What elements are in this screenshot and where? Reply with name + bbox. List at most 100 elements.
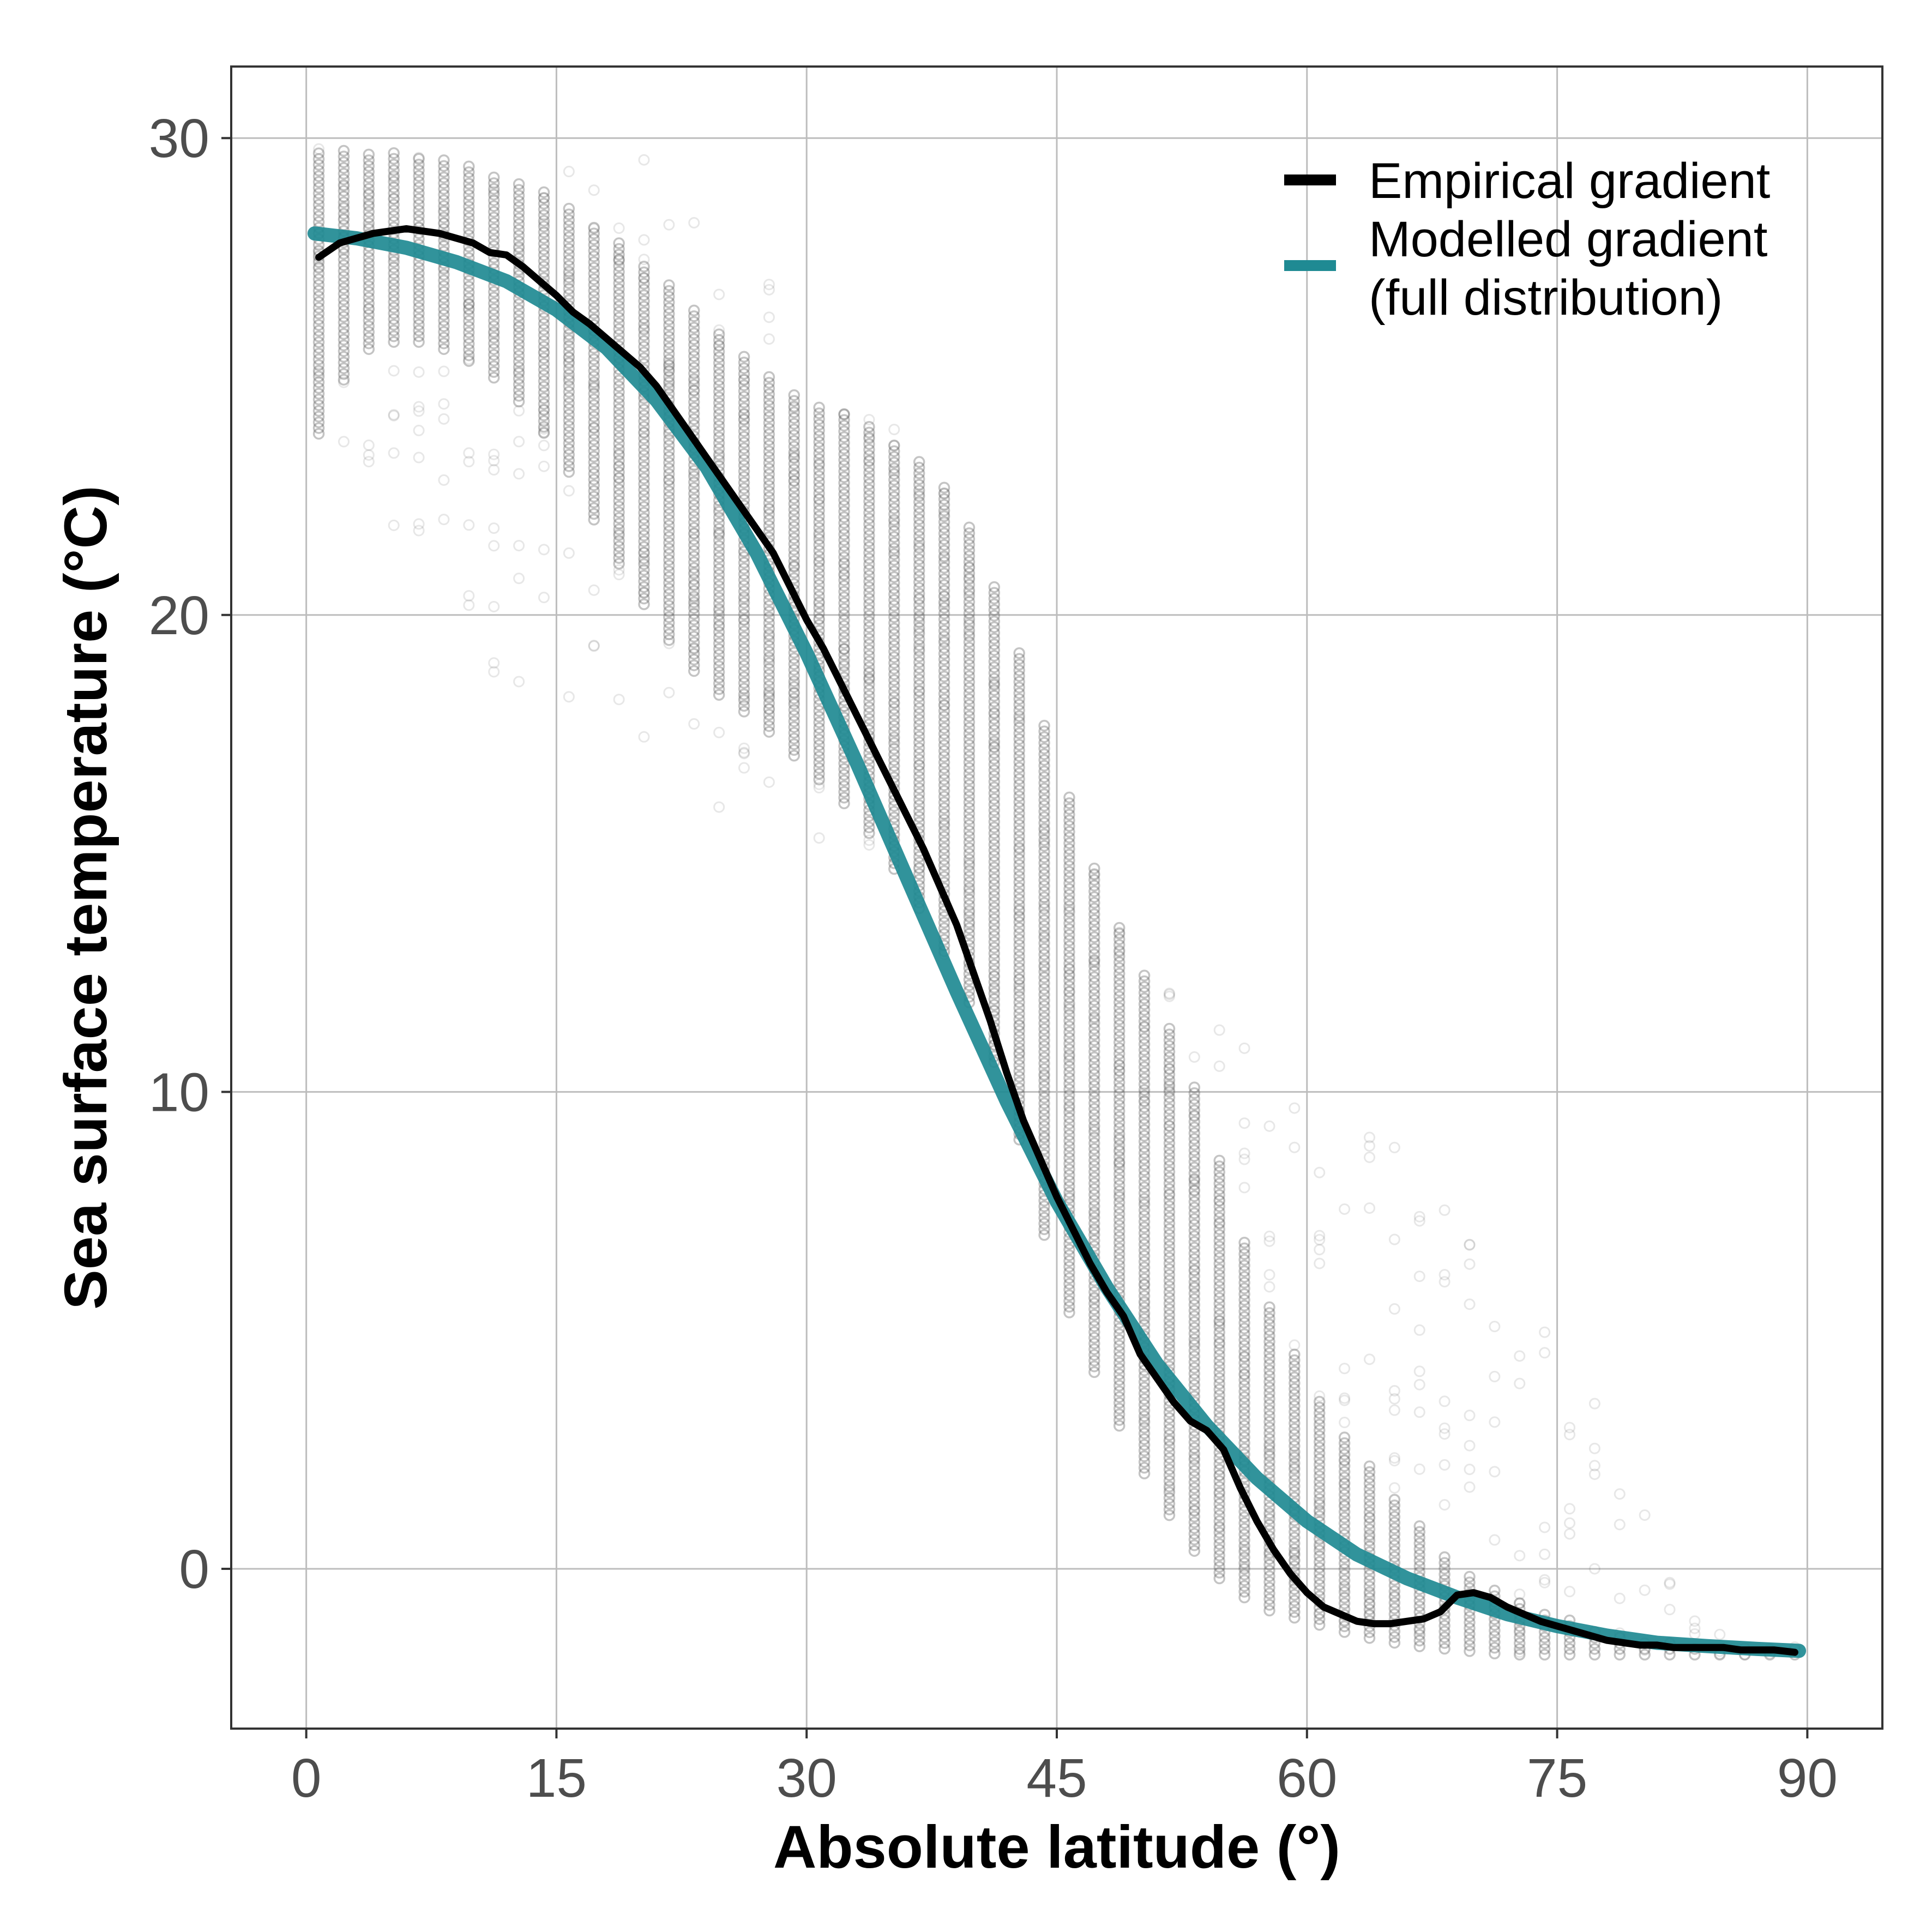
data-point bbox=[963, 899, 976, 911]
data-point bbox=[588, 411, 600, 423]
data-point bbox=[988, 982, 1001, 994]
data-point bbox=[938, 499, 950, 511]
data-point bbox=[1213, 1332, 1225, 1344]
data-point bbox=[1289, 1611, 1301, 1624]
data-point bbox=[813, 510, 825, 522]
data-point bbox=[1013, 864, 1025, 877]
data-point bbox=[1263, 1370, 1275, 1382]
data-point bbox=[988, 724, 1001, 736]
data-point bbox=[1289, 1423, 1301, 1435]
data-point bbox=[738, 574, 750, 586]
data-point bbox=[913, 782, 925, 795]
data-point bbox=[1038, 783, 1050, 795]
data-point bbox=[988, 676, 1000, 688]
data-point bbox=[1088, 983, 1100, 995]
data-point bbox=[363, 274, 375, 287]
data-point bbox=[1213, 1526, 1225, 1539]
data-point bbox=[338, 248, 350, 260]
data-point bbox=[1538, 1632, 1551, 1644]
data-point bbox=[1363, 1472, 1376, 1484]
data-point bbox=[1088, 1103, 1100, 1115]
data-point bbox=[988, 850, 1001, 862]
data-point bbox=[738, 671, 750, 683]
data-point bbox=[813, 773, 825, 786]
data-point bbox=[363, 183, 375, 195]
data-point bbox=[363, 212, 375, 224]
data-point bbox=[1138, 1284, 1151, 1296]
data-point bbox=[913, 754, 925, 766]
data-point bbox=[1013, 905, 1025, 917]
data-point bbox=[838, 631, 850, 643]
data-point bbox=[988, 604, 1001, 616]
data-point bbox=[938, 585, 950, 597]
data-point bbox=[1439, 1562, 1450, 1575]
data-point bbox=[1188, 1150, 1201, 1162]
data-point bbox=[613, 495, 625, 507]
data-point bbox=[1263, 1513, 1275, 1525]
data-point bbox=[513, 310, 525, 322]
data-point bbox=[1263, 1450, 1275, 1462]
data-point bbox=[1188, 1190, 1201, 1202]
data-point bbox=[1213, 1286, 1225, 1298]
data-point bbox=[1063, 985, 1075, 997]
data-point bbox=[1238, 1568, 1250, 1581]
data-point bbox=[588, 468, 600, 480]
data-point bbox=[863, 449, 875, 461]
data-point bbox=[1213, 1309, 1225, 1321]
data-point bbox=[888, 525, 900, 538]
data-point bbox=[988, 798, 1001, 811]
data-point bbox=[688, 419, 700, 431]
data-point bbox=[763, 411, 775, 423]
data-point bbox=[1213, 1297, 1225, 1310]
data-point bbox=[1088, 1091, 1100, 1104]
data-point bbox=[413, 313, 425, 325]
data-point bbox=[1338, 1592, 1351, 1604]
data-point bbox=[1063, 1112, 1075, 1124]
data-point bbox=[838, 569, 850, 581]
data-point bbox=[688, 556, 700, 568]
data-point bbox=[613, 460, 625, 473]
data-point bbox=[1213, 1235, 1225, 1247]
data-point bbox=[913, 673, 925, 685]
data-point bbox=[613, 501, 625, 513]
data-point bbox=[312, 393, 325, 406]
data-point bbox=[1063, 929, 1075, 941]
data-point bbox=[1163, 1084, 1175, 1096]
data-point bbox=[1088, 1200, 1100, 1212]
data-point bbox=[513, 676, 525, 688]
data-point bbox=[1163, 1435, 1176, 1447]
data-point bbox=[863, 638, 875, 651]
data-point bbox=[963, 601, 976, 613]
data-point bbox=[1289, 1394, 1301, 1406]
data-point bbox=[338, 259, 350, 272]
data-point bbox=[1338, 1626, 1351, 1638]
data-point bbox=[487, 212, 500, 224]
data-point bbox=[1063, 1003, 1075, 1015]
data-point bbox=[1113, 1088, 1126, 1100]
data-point bbox=[763, 394, 775, 406]
data-point bbox=[1188, 1504, 1200, 1516]
data-point bbox=[513, 235, 525, 248]
data-point bbox=[638, 484, 650, 496]
data-point bbox=[1614, 1519, 1626, 1531]
data-point bbox=[663, 508, 675, 520]
data-point bbox=[638, 552, 650, 564]
data-point bbox=[1063, 917, 1075, 929]
data-point bbox=[1113, 1134, 1126, 1146]
data-point bbox=[888, 622, 900, 635]
data-point bbox=[1213, 1492, 1225, 1504]
data-point bbox=[1363, 1512, 1375, 1524]
data-point bbox=[638, 426, 650, 439]
data-point bbox=[1038, 822, 1050, 835]
data-point bbox=[312, 267, 325, 280]
data-point bbox=[1388, 1545, 1401, 1557]
data-point bbox=[588, 445, 600, 457]
data-point bbox=[1038, 1074, 1050, 1087]
data-point bbox=[538, 592, 550, 604]
data-point bbox=[638, 529, 650, 541]
data-point bbox=[1338, 1512, 1351, 1524]
data-point bbox=[438, 204, 450, 216]
data-point bbox=[1188, 1356, 1201, 1368]
data-point bbox=[613, 398, 625, 410]
data-point bbox=[1388, 1608, 1401, 1620]
